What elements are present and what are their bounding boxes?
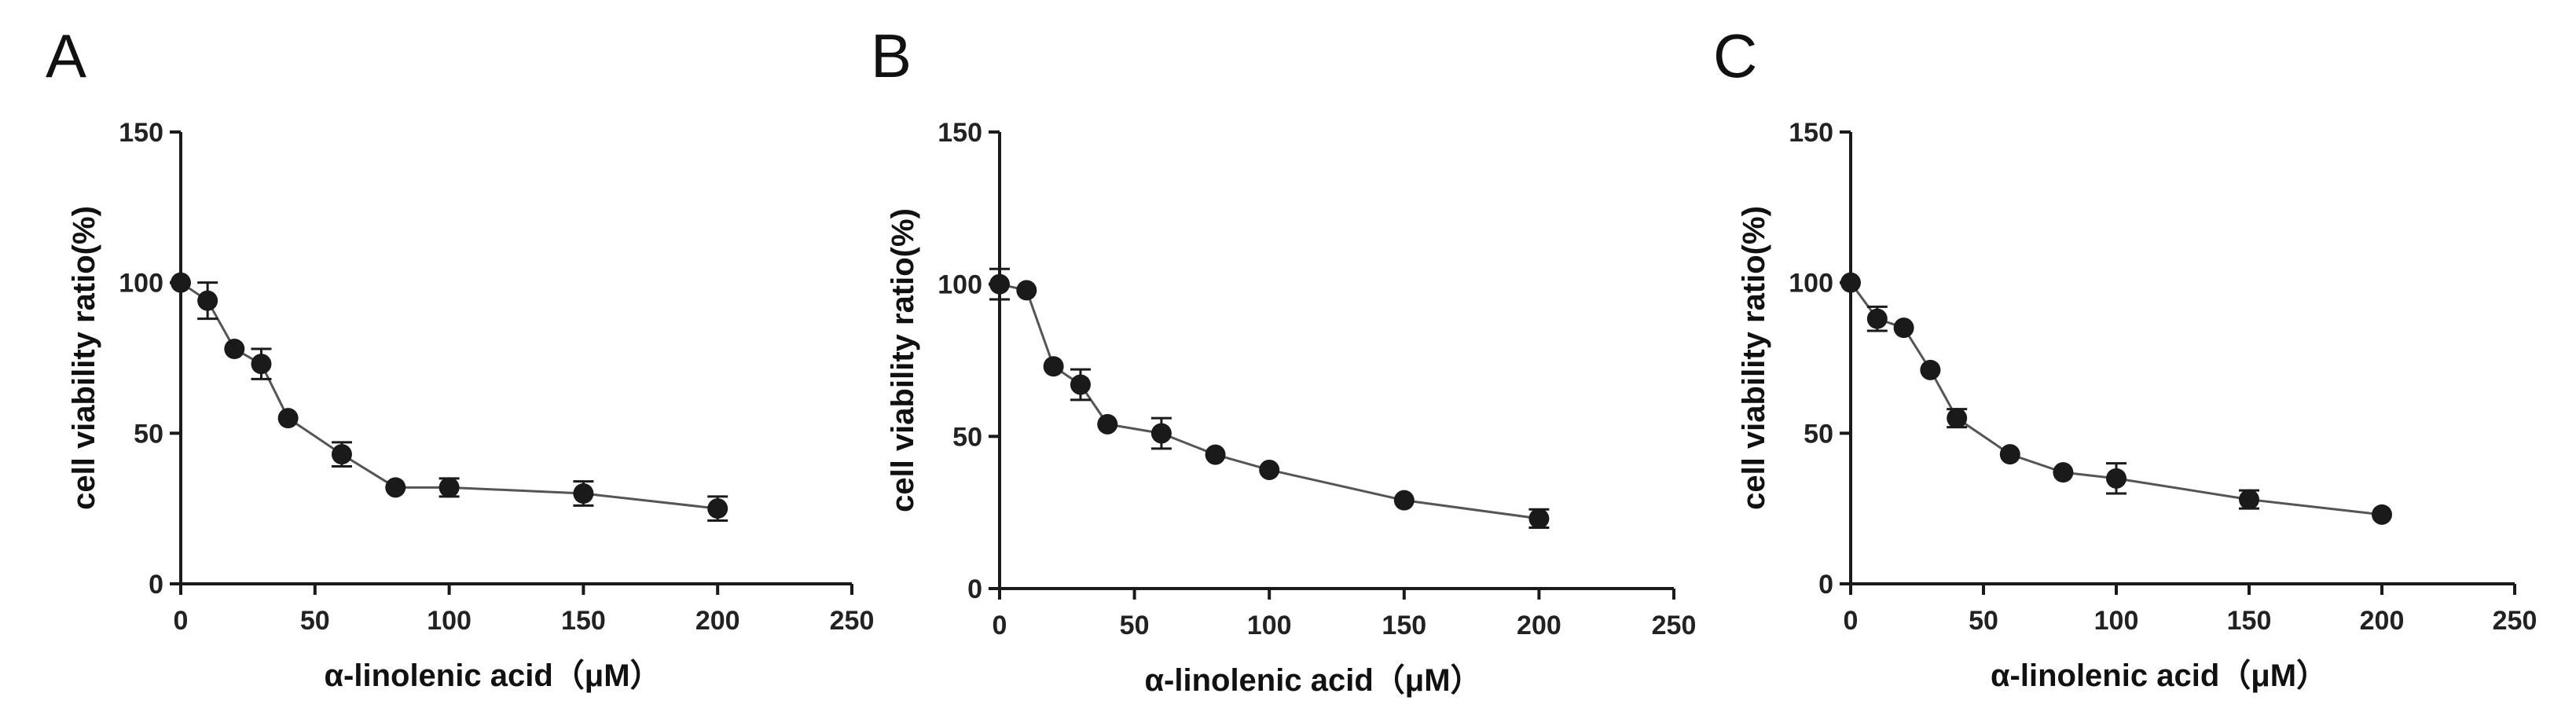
x-tick-label: 250: [1652, 611, 1697, 640]
y-tick-label: 150: [1789, 118, 1833, 148]
panel-label: A: [46, 21, 87, 90]
data-point: [989, 273, 1010, 295]
data-point: [1947, 408, 1968, 429]
chart-panel-a: A 0 50 100 150 200 250 0 50 100 150 α-linolenic ac…: [0, 0, 874, 719]
y-tick-label: 50: [952, 422, 982, 452]
x-tick-label: 250: [2493, 606, 2537, 636]
panel-label: B: [871, 21, 912, 90]
x-tick-label: 100: [427, 606, 472, 636]
data-point: [1259, 459, 1280, 480]
x-tick-label: 150: [2227, 606, 2272, 636]
x-tick-label: 50: [300, 606, 330, 636]
y-axis-title: cell viability ratio(%): [67, 206, 101, 510]
data-point: [1920, 359, 1941, 380]
y-tick-label: 0: [967, 574, 982, 604]
y-tick-label: 0: [1818, 570, 1833, 600]
data-point: [573, 483, 594, 504]
x-axis-title: α-linolenic acid（μM）: [324, 658, 661, 693]
chart-a-plot: 0 50 100 150 200 250 0 50 100 150 α-linolenic acid…: [67, 118, 874, 693]
chart-panel-c: C 0 50 100 150 200 250 0 50 100 150 α-linolenic ac…: [1713, 0, 2570, 719]
chart-b-plot: 0 50 100 150 200 250 0 50 100 150 α-linolenic acid…: [886, 118, 1697, 698]
x-tick-label: 50: [1120, 611, 1150, 640]
data-point: [2239, 489, 2259, 510]
data-point: [224, 339, 245, 359]
chart-c-plot: 0 50 100 150 200 250 0 50 100 150 α-linolenic acid…: [1737, 118, 2537, 693]
y-tick-label: 50: [134, 419, 163, 449]
data-point: [331, 444, 352, 465]
chart-panel-b: B 0 50 100 150 200 250 0 50 100 150 α-linolenic ac…: [860, 0, 1716, 719]
x-tick-label: 200: [1517, 611, 1561, 640]
y-axis-title: cell viability ratio(%): [1737, 206, 1771, 510]
y-tick-label: 100: [938, 270, 982, 300]
x-axis-title: α-linolenic acid（μM）: [1144, 663, 1481, 698]
x-tick-label: 0: [174, 606, 189, 636]
data-point: [2372, 504, 2392, 525]
data-point: [251, 354, 272, 375]
x-tick-label: 100: [2094, 606, 2139, 636]
data-point: [197, 290, 218, 311]
data-point: [385, 477, 406, 498]
data-point: [171, 272, 191, 293]
x-tick-label: 100: [1247, 611, 1292, 640]
data-point: [2053, 462, 2074, 483]
series-line: [1849, 281, 2383, 516]
x-tick-label: 150: [1382, 611, 1426, 640]
data-point: [1150, 423, 1172, 444]
data-point: [277, 408, 299, 429]
x-tick-label: 250: [830, 606, 875, 636]
data-point: [1528, 508, 1550, 529]
data-point: [707, 498, 728, 519]
series-line: [180, 281, 718, 510]
data-point: [439, 477, 460, 498]
y-tick-label: 50: [1804, 419, 1833, 449]
series-line: [999, 283, 1539, 520]
x-axis-title: α-linolenic acid（μM）: [1991, 658, 2328, 693]
x-tick-label: 50: [1969, 606, 1998, 636]
y-tick-label: 0: [149, 570, 163, 600]
panel-label: C: [1713, 21, 1758, 90]
data-point: [1043, 356, 1064, 377]
data-point: [1893, 317, 1914, 339]
data-point: [1840, 272, 1861, 293]
y-tick-label: 100: [119, 269, 163, 299]
y-tick-label: 100: [1789, 269, 1833, 299]
x-tick-label: 200: [2360, 606, 2405, 636]
data-point: [1205, 444, 1226, 465]
data-point: [1070, 374, 1091, 395]
y-axis-title: cell viability ratio(%): [886, 208, 920, 512]
data-point: [1016, 280, 1037, 301]
x-tick-label: 200: [695, 606, 740, 636]
data-point: [1393, 490, 1415, 511]
y-tick-label: 150: [119, 118, 163, 148]
data-point: [1097, 413, 1118, 435]
x-tick-label: 0: [993, 611, 1007, 640]
x-tick-label: 0: [1844, 606, 1859, 636]
data-point: [1999, 444, 2020, 465]
y-tick-label: 150: [938, 118, 982, 148]
data-point: [2106, 468, 2126, 489]
data-point: [1866, 308, 1888, 329]
x-tick-label: 150: [561, 606, 606, 636]
